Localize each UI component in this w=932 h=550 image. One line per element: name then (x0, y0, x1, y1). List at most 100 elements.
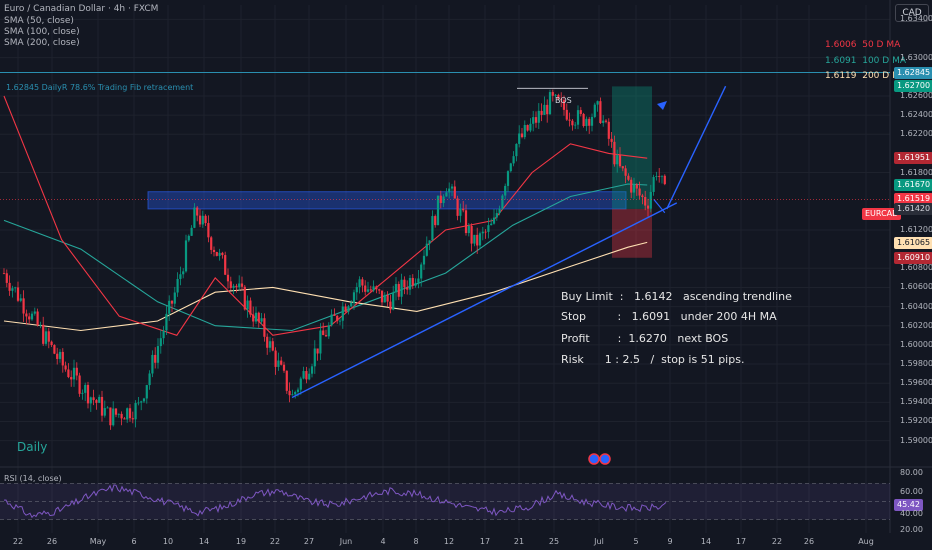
rsi-axis-80: 80.00 (900, 468, 923, 477)
annotation-risk: Risk 1 : 2.5 / stop is 51 pips. (561, 353, 745, 366)
candle-body (417, 278, 420, 283)
candle-body (268, 341, 272, 348)
candle-body (366, 289, 370, 292)
candle-body (266, 336, 269, 348)
time-axis-label: Aug (858, 537, 874, 546)
currency-button[interactable]: CAD (895, 4, 929, 22)
candle-body (294, 391, 297, 395)
candle-body (56, 353, 59, 359)
candle-body (403, 279, 406, 288)
candle-body (663, 175, 666, 185)
candle-body (89, 397, 92, 404)
price-axis-label: 1.62600 (900, 90, 932, 100)
pullback-arrow (653, 198, 666, 214)
candle-body (470, 226, 473, 244)
price-tag: 1.61420 (894, 202, 932, 215)
time-axis-label: 10 (162, 537, 174, 546)
time-axis-label: 17 (735, 537, 747, 546)
candle-body (210, 237, 213, 250)
candle-body (134, 403, 137, 420)
candle-body (361, 279, 364, 286)
candle-body (646, 205, 650, 209)
candle-body (352, 292, 356, 303)
candle-body (187, 235, 190, 241)
candle-body (341, 306, 344, 321)
indicator-sma200[interactable]: SMA (200, close) (4, 38, 80, 48)
candle-body (302, 371, 305, 379)
ascending-trendline (291, 202, 678, 399)
rsi-title[interactable]: RSI (14, close) (4, 474, 62, 483)
candle-body (204, 215, 207, 224)
candle-body (579, 110, 582, 114)
candle-body (271, 341, 274, 351)
candle-body (299, 378, 302, 390)
price-tag: 1.61065 (894, 236, 932, 249)
candle-body (431, 216, 434, 241)
candle-body (394, 284, 398, 293)
candle-body (652, 176, 655, 192)
time-axis-label: Jun (339, 537, 353, 546)
time-axis-label: 27 (303, 537, 315, 546)
candle-body (378, 289, 381, 291)
candle-body (212, 249, 216, 253)
time-axis-label: 9 (667, 537, 673, 546)
candle-body (176, 278, 179, 293)
candle-body (604, 120, 608, 122)
candle-body (201, 215, 204, 225)
candle-body (490, 223, 493, 226)
time-axis-label: 19 (235, 537, 247, 546)
candle-body (358, 279, 361, 288)
candle-body (551, 92, 554, 96)
candle-body (481, 231, 484, 234)
candle-body (240, 283, 244, 287)
candle-body (408, 277, 412, 290)
time-axis-label: 12 (443, 537, 455, 546)
candle-body (140, 401, 143, 403)
candle-body (33, 311, 36, 314)
ma-200-value: 1.6119 (825, 71, 857, 81)
candle-body (44, 331, 48, 344)
symbol-price-tag: EURCAD (862, 208, 902, 220)
candle-body (397, 284, 400, 297)
price-tag: 1.60910 (894, 251, 932, 264)
candle-body (131, 418, 134, 420)
price-axis-label: 1.59600 (900, 378, 932, 388)
candle-body (319, 330, 322, 354)
candle-body (92, 397, 95, 401)
indicator-sma100[interactable]: SMA (100, close) (4, 27, 80, 37)
ma-50-value: 1.6006 (825, 40, 857, 50)
candle-body (64, 365, 67, 370)
candle-body (453, 186, 456, 199)
candle-body (86, 384, 90, 404)
candle-body (658, 176, 661, 177)
buy-zone (147, 191, 627, 210)
candle-body (179, 274, 182, 279)
candle-body (291, 394, 294, 396)
candle-body (389, 301, 392, 310)
candle-body (621, 166, 624, 169)
ma-legend-100: 1.6091 100 D MA (825, 56, 906, 66)
candle-body (98, 396, 101, 403)
price-axis-label: 1.59400 (900, 397, 932, 407)
candle-body (414, 282, 417, 286)
candle-body (627, 175, 630, 180)
candle-body (616, 155, 619, 165)
candle-body (562, 100, 566, 110)
ma-legend-200: 1.6119 200 D MA (825, 71, 906, 81)
candle-body (30, 313, 34, 320)
time-axis-label: 22 (771, 537, 783, 546)
candle-body (313, 348, 316, 367)
candle-body (109, 407, 112, 426)
candle-body (39, 324, 42, 326)
candle-body (509, 163, 512, 172)
sma50-line (3, 95, 648, 336)
candle-body (81, 392, 84, 394)
indicator-sma50[interactable]: SMA (50, close) (4, 16, 74, 26)
time-axis-label: 17 (479, 537, 491, 546)
candle-body (400, 279, 403, 297)
time-axis-label: 25 (548, 537, 560, 546)
candle-body (196, 207, 199, 216)
candle-body (249, 300, 252, 315)
rsi-axis-20: 20.00 (900, 525, 923, 534)
